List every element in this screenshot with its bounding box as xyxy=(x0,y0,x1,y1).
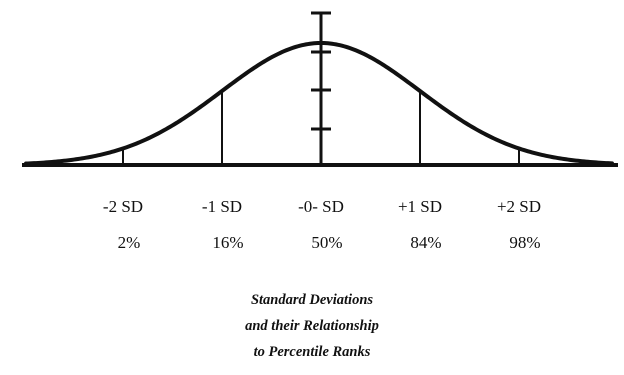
percentile-labels-group: 2% 16% 50% 84% 98% xyxy=(118,233,541,252)
percentile-label-1: 16% xyxy=(212,233,243,252)
percentile-label-3: 84% xyxy=(410,233,441,252)
sd-label-0: -2 SD xyxy=(103,197,143,216)
diagram-caption: Standard Deviations and their Relationsh… xyxy=(212,287,412,365)
center-axis-group xyxy=(311,11,331,165)
caption-line-1: Standard Deviations xyxy=(250,292,374,308)
bell-curve xyxy=(24,41,614,166)
sd-label-1: -1 SD xyxy=(202,197,242,216)
sd-lines-group xyxy=(122,92,520,165)
caption-line-2: and their Relationship xyxy=(245,318,379,334)
sd-label-4: +2 SD xyxy=(497,197,541,216)
sd-labels-group: -2 SD -1 SD -0- SD +1 SD +2 SD xyxy=(103,197,541,216)
sd-label-3: +1 SD xyxy=(398,197,442,216)
caption-line-3: to Percentile Ranks xyxy=(253,344,371,360)
percentile-label-2: 50% xyxy=(311,233,342,252)
percentile-label-4: 98% xyxy=(509,233,540,252)
sd-label-2: -0- SD xyxy=(298,197,344,216)
percentile-label-0: 2% xyxy=(118,233,141,252)
